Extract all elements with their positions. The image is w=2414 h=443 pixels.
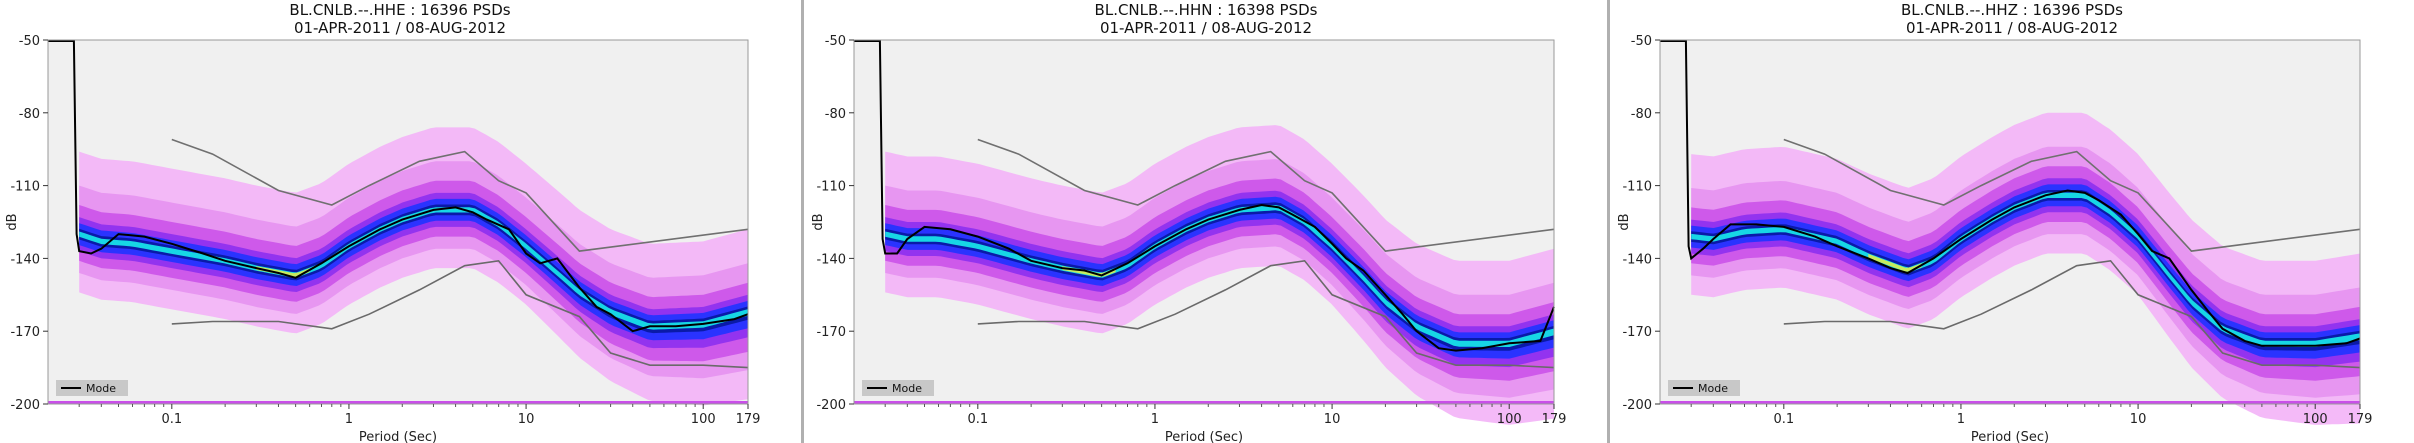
pdf-band-4 [79,198,748,341]
x-tick-label: 0.1 [161,412,182,427]
x-tick-label: 0.1 [1773,412,1794,427]
y-tick-label: -110 [816,180,846,195]
legend-box [1668,380,1740,396]
y-tick-label: -80 [1631,107,1652,122]
nlnm-line [977,259,1555,369]
y-tick-label: -50 [1631,34,1652,49]
y-tick-label: -110 [10,180,40,195]
y-tick-label: -50 [19,34,40,49]
plot-frame [853,39,1555,405]
x-tick-label: 1 [345,412,353,427]
psd-plot-hhz: -50 -80 -110 -140 -170 -200 0.1 1 10 100 179 Period… [1617,34,2373,443]
pdf-band-1 [885,159,1554,398]
bottom-band [854,401,1554,404]
x-tick-label: 179 [1542,412,1567,427]
chart-title: BL.CNLB.--.HHE : 16396 PSDs [289,1,511,19]
x-tick-label: 1 [1957,412,1965,427]
y-tick-label: -170 [1622,325,1652,340]
legend: Mode [56,380,128,396]
panel-divider [1607,0,1610,443]
pdf-band-2 [1691,166,2360,381]
y-tick-label: -200 [816,398,846,413]
chart-subtitle: 01-APR-2011 / 08-AUG-2012 [1905,19,2119,37]
legend-mode-label: Mode [86,382,116,395]
psd-plot-hhn: -50 -80 -110 -140 -170 -200 0.1 1 10 100 179 Period… [811,34,1567,443]
x-tick-label: 10 [518,412,535,427]
y-tick-label: -50 [825,34,846,49]
psd-plot-hhe: -50 -80 -110 -140 -170 -200 0.1 1 10 100 179 Period… [5,34,761,443]
y-tick-label: -140 [1622,252,1652,267]
y-tick-label: -170 [816,325,846,340]
legend-box [862,380,934,396]
y-axis-label: dB [5,213,20,230]
pdf-band-1 [1691,146,2360,398]
chart-subtitle: 01-APR-2011 / 08-AUG-2012 [1099,19,1313,37]
x-tick-label: 10 [2130,412,2147,427]
pdf-band-3 [79,192,748,349]
x-tick-label: 179 [736,412,761,427]
pdf-band-2 [885,178,1554,381]
legend-box [56,380,128,396]
psd-panel-hhe: BL.CNLB.--.HHE : 16396 PSDs 01-APR-2011 … [0,0,800,443]
pdf-band-5 [79,204,748,334]
psd-panel-hhn: BL.CNLB.--.HHN : 16398 PSDs 01-APR-2011 … [806,0,1606,443]
mode-line [1660,40,2361,347]
nhnm-line [1783,138,2361,252]
pdf-peak [256,266,310,277]
x-axis-label: Period (Sec) [359,430,437,443]
x-tick-label: 1 [1151,412,1159,427]
pdf-band-3 [1691,178,2360,368]
y-tick-label: -200 [1622,398,1652,413]
nlnm-line [1783,259,2361,369]
x-tick-label: 0.1 [967,412,988,427]
plot-frame [47,39,749,405]
bottom-band [1660,401,2360,404]
y-axis-label: dB [811,213,826,230]
nhnm-line [171,138,749,252]
legend-mode-label: Mode [892,382,922,395]
y-tick-label: -80 [19,107,40,122]
pdf-band-0 [885,125,1554,425]
x-tick-label: 10 [1324,412,1341,427]
chart-title: BL.CNLB.--.HHZ : 16396 PSDs [1901,1,2123,19]
bottom-band [48,401,748,404]
x-axis-label: Period (Sec) [1165,430,1243,443]
pdf-band-1 [79,161,748,379]
pdf-band-4 [1691,184,2360,359]
y-tick-label: -200 [10,398,40,413]
mode-line [48,40,749,333]
x-axis-label: Period (Sec) [1971,430,2049,443]
chart-title: BL.CNLB.--.HHN : 16398 PSDs [1094,1,1318,19]
chart-subtitle: 01-APR-2011 / 08-AUG-2012 [293,19,507,37]
panel-divider [801,0,804,443]
y-tick-label: -170 [10,325,40,340]
y-tick-label: -110 [1622,180,1652,195]
x-tick-label: 179 [2348,412,2373,427]
plot-frame [1659,39,2361,405]
mode-line [854,40,1555,352]
x-tick-label: 100 [2303,412,2328,427]
pdf-band-2 [79,180,748,362]
psd-panel-hhz: BL.CNLB.--.HHZ : 16396 PSDs 01-APR-2011 … [1612,0,2412,443]
nhnm-line [977,138,1555,252]
nlnm-line [171,259,749,369]
legend: Mode [862,380,934,396]
y-tick-label: -140 [816,252,846,267]
x-tick-label: 100 [1497,412,1522,427]
y-tick-label: -140 [10,252,40,267]
legend: Mode [1668,380,1740,396]
y-axis-label: dB [1617,213,1632,230]
y-tick-label: -80 [825,107,846,122]
x-tick-label: 100 [691,412,716,427]
legend-mode-label: Mode [1698,382,1728,395]
